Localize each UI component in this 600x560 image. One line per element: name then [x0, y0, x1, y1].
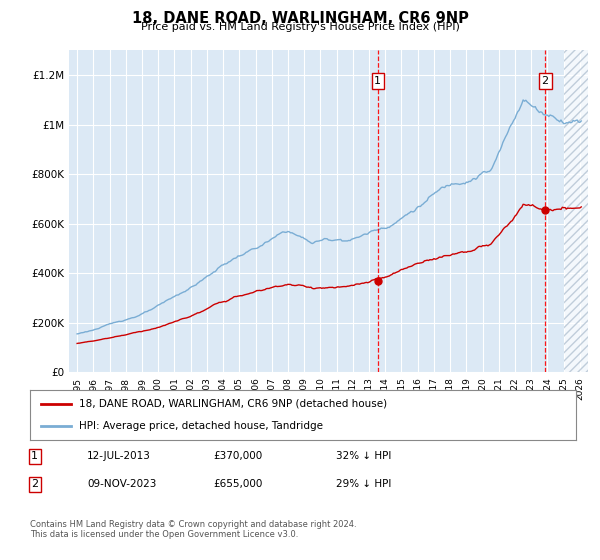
Text: 18, DANE ROAD, WARLINGHAM, CR6 9NP (detached house): 18, DANE ROAD, WARLINGHAM, CR6 9NP (deta…	[79, 399, 387, 409]
Bar	[563, 50, 588, 372]
Text: 2: 2	[542, 76, 549, 86]
Text: Price paid vs. HM Land Registry's House Price Index (HPI): Price paid vs. HM Land Registry's House …	[140, 22, 460, 32]
Text: £655,000: £655,000	[213, 479, 262, 489]
Text: 09-NOV-2023: 09-NOV-2023	[87, 479, 157, 489]
Text: 32% ↓ HPI: 32% ↓ HPI	[336, 451, 391, 461]
Text: HPI: Average price, detached house, Tandridge: HPI: Average price, detached house, Tand…	[79, 421, 323, 431]
Text: 1: 1	[374, 76, 382, 86]
Text: 2: 2	[31, 479, 38, 489]
Text: 18, DANE ROAD, WARLINGHAM, CR6 9NP: 18, DANE ROAD, WARLINGHAM, CR6 9NP	[131, 11, 469, 26]
Text: 29% ↓ HPI: 29% ↓ HPI	[336, 479, 391, 489]
Text: 1: 1	[31, 451, 38, 461]
Text: 12-JUL-2013: 12-JUL-2013	[87, 451, 151, 461]
Text: £370,000: £370,000	[213, 451, 262, 461]
Text: Contains HM Land Registry data © Crown copyright and database right 2024.
This d: Contains HM Land Registry data © Crown c…	[30, 520, 356, 539]
